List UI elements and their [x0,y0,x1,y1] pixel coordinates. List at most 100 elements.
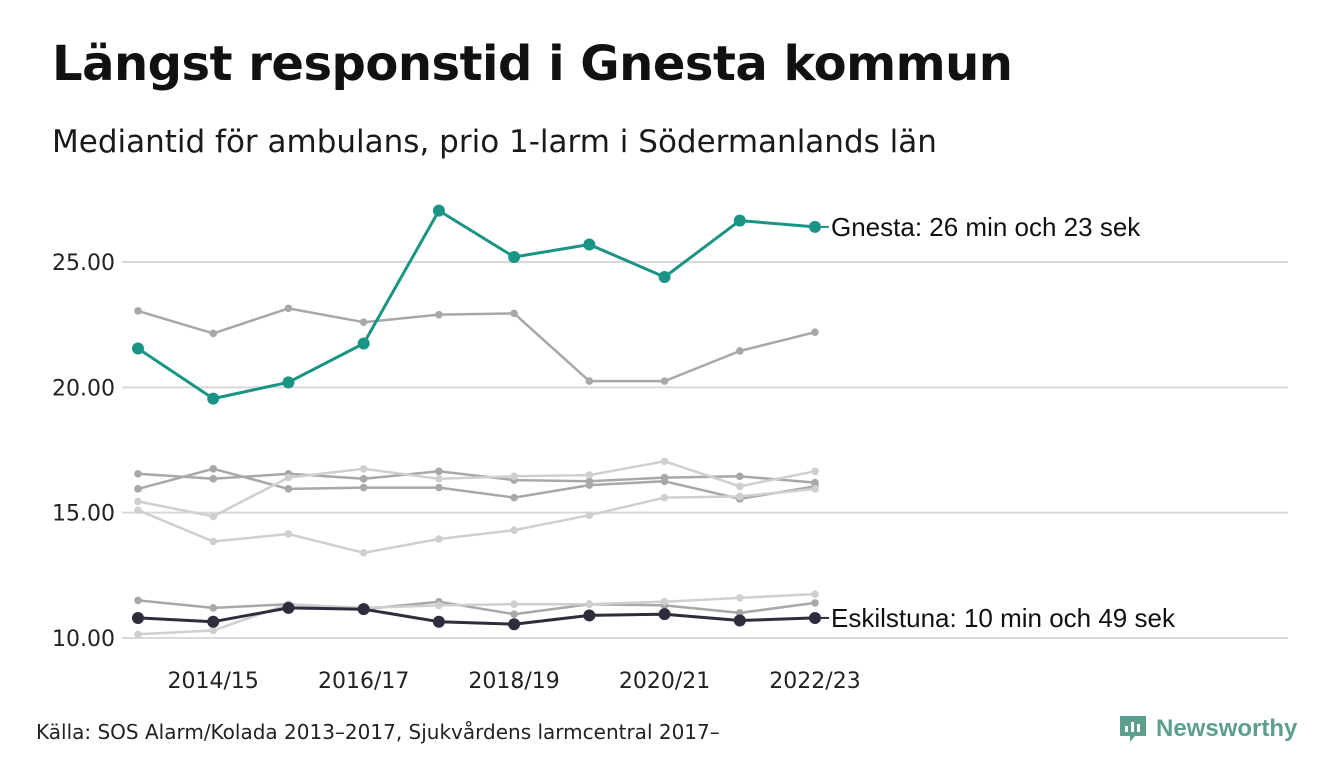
chart-title: Längst responstid i Gnesta kommun [52,36,1013,92]
data-point [435,310,443,319]
data-point [134,307,142,315]
data-point-gnesta [357,337,370,350]
data-point [435,601,443,610]
data-point-eskilstuna [733,614,746,627]
series-line [136,487,817,555]
series-line [136,599,817,616]
x-tick-label: 2018/19 [468,669,559,694]
data-point-gnesta [658,271,671,284]
data-point [660,457,669,466]
data-point [510,526,518,535]
series-line-gnesta [136,209,817,401]
data-point [284,485,293,493]
y-tick-label: 15.00 [52,502,115,527]
series-line [136,467,817,501]
data-point [735,347,744,355]
brand-logo: Newsworthy [1118,714,1297,744]
data-point [811,590,819,598]
series-line [136,592,817,636]
data-point [284,304,293,313]
data-point [585,481,594,489]
series-line [136,307,817,383]
source-note: Källa: SOS Alarm/Kolada 2013–2017, Sjukv… [36,720,720,744]
newsworthy-icon [1120,716,1146,742]
y-tick-label: 25.00 [52,251,115,276]
data-point [585,600,594,608]
data-point [735,472,744,481]
x-tick-label: 2022/23 [769,669,860,694]
x-tick-label: 2020/21 [619,669,710,694]
data-point-eskilstuna [583,609,596,622]
data-point [134,485,142,493]
series-line-eskilstuna [136,606,817,626]
data-point-gnesta [508,250,521,263]
data-point [585,377,594,385]
data-point-gnesta [733,214,746,227]
y-tick-label: 20.00 [52,376,115,401]
data-point [134,497,142,506]
data-point-eskilstuna [432,615,445,628]
data-point [209,626,218,635]
data-point [660,377,669,385]
data-point [811,599,819,607]
data-point [585,471,594,479]
data-point [510,600,518,608]
data-point [209,604,218,612]
data-point [209,475,218,483]
data-point-eskilstuna [207,615,220,628]
x-tick-label: 2016/17 [318,669,409,694]
data-point [134,470,142,478]
data-point [359,465,368,473]
data-point [359,475,368,483]
data-point-eskilstuna [809,611,821,624]
data-point [134,596,142,605]
data-point [284,473,293,482]
data-point [510,309,518,318]
series-line [136,470,817,484]
data-point-eskilstuna [658,608,671,621]
data-point [435,467,443,476]
data-point [510,472,518,481]
data-point-gnesta [282,376,295,389]
data-point-eskilstuna [282,601,295,614]
annotation-label: Gnesta: 26 min och 23 sek [831,212,1141,242]
data-point [209,465,218,473]
data-point [735,482,744,491]
data-point [585,511,594,519]
data-point [359,483,368,492]
data-point [660,493,669,502]
data-point [209,512,218,521]
data-point [510,493,518,502]
data-point [735,594,744,602]
data-point-gnesta [432,204,445,217]
series-line [136,460,817,518]
data-point-eskilstuna [508,618,521,631]
data-point [359,548,368,557]
data-point [435,535,443,543]
data-point-gnesta [207,392,220,405]
data-point [284,530,293,538]
data-point [134,506,142,514]
data-point [735,492,744,501]
data-point-gnesta [809,220,821,233]
data-point [660,597,669,606]
data-point-gnesta [132,342,144,355]
data-point [209,537,218,546]
data-point [134,630,142,639]
y-tick-label: 10.00 [52,627,115,652]
data-point [811,485,819,493]
brand-name: Newsworthy [1156,715,1298,742]
data-point-gnesta [583,238,596,251]
data-point [811,467,819,476]
data-point-eskilstuna [357,603,370,616]
chart-subtitle: Mediantid för ambulans, prio 1-larm i Sö… [52,124,937,160]
data-point [660,477,669,486]
data-point-eskilstuna [132,611,144,624]
data-point [435,475,443,483]
x-tick-label: 2014/15 [168,669,259,694]
data-point [209,329,218,338]
data-point [359,318,368,326]
data-point [435,483,443,492]
data-point [811,328,819,336]
